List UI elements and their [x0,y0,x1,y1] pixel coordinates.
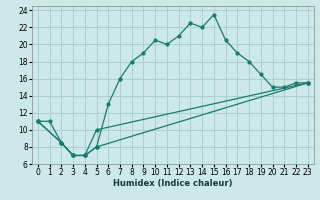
X-axis label: Humidex (Indice chaleur): Humidex (Indice chaleur) [113,179,233,188]
